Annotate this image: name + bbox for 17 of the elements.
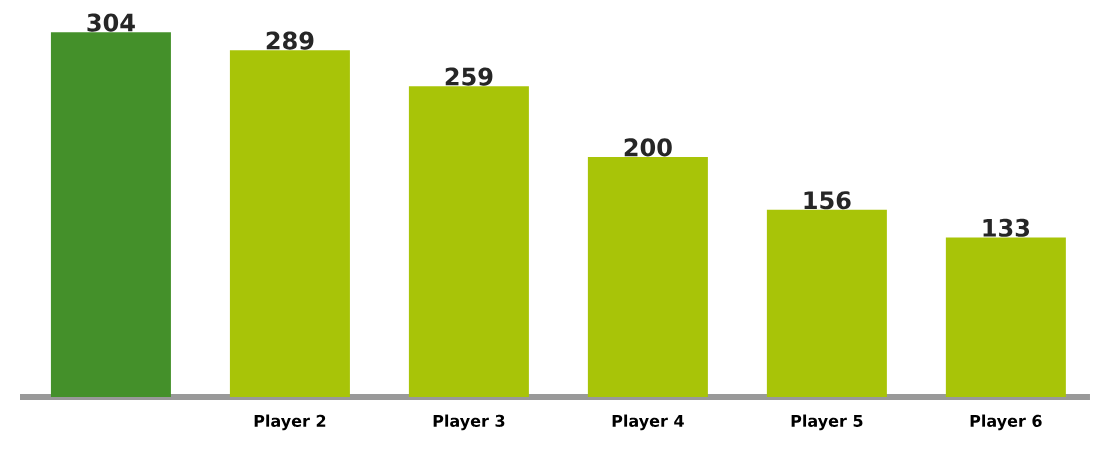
bar xyxy=(766,209,887,397)
data-label: 259 xyxy=(445,67,493,86)
x-tick-label: Player 3 xyxy=(433,414,505,431)
bar xyxy=(945,237,1066,397)
x-tick-label: Player 4 xyxy=(612,414,684,431)
bar xyxy=(408,86,529,397)
data-label: 133 xyxy=(983,218,1030,237)
x-tick-label: Player 2 xyxy=(254,414,326,431)
data-label: 289 xyxy=(266,31,314,50)
data-label: 304 xyxy=(87,13,135,32)
x-tick-label: Player 6 xyxy=(970,414,1042,431)
data-label: 200 xyxy=(624,138,672,157)
data-label: 156 xyxy=(804,191,851,210)
x-tick-label: Player 5 xyxy=(791,414,863,431)
bar xyxy=(587,157,708,397)
bar xyxy=(229,50,350,397)
bar xyxy=(50,32,171,397)
